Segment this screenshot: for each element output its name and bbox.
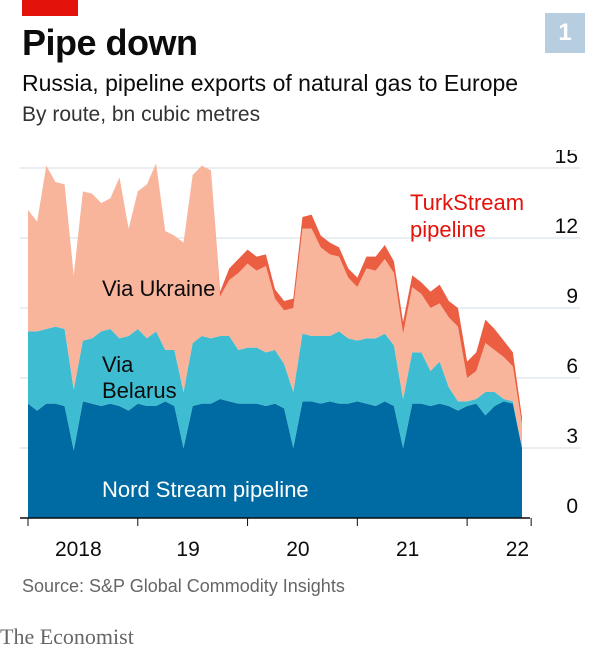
x-tick-label-2: 20 xyxy=(286,538,309,561)
chart-units: By route, bn cubic metres xyxy=(22,103,261,126)
area-ukraine xyxy=(28,163,522,449)
area-turkstream xyxy=(28,163,522,425)
chart-number-badge: 1 xyxy=(545,13,585,53)
area-nord-stream xyxy=(28,399,522,518)
y-tick-label-6: 6 xyxy=(566,355,578,378)
x-tick-label-0: 2018 xyxy=(55,538,102,561)
label-turkstream-line1: TurkStream xyxy=(410,190,524,215)
x-axis: 2018 19 20 21 22 xyxy=(20,517,532,561)
areas xyxy=(28,163,522,518)
y-tick-label-15: 15 xyxy=(555,150,578,168)
x-tick-label-1: 19 xyxy=(176,538,199,561)
area-belarus xyxy=(28,326,522,451)
label-turkstream-line2: pipeline xyxy=(410,217,486,242)
label-belarus-line1: Via xyxy=(102,352,134,377)
stacked-area-chart: 0 3 6 9 12 15 2018 19 20 21 22 Nord Stream pipeli… xyxy=(20,150,580,561)
y-tick-labels: 0 3 6 9 12 15 xyxy=(555,150,578,518)
y-tick-label-9: 9 xyxy=(566,285,578,308)
label-belarus-line2: Belarus xyxy=(102,378,177,403)
source-note: Source: S&P Global Commodity Insights xyxy=(22,576,345,596)
label-nord-stream: Nord Stream pipeline xyxy=(102,477,309,502)
label-ukraine: Via Ukraine xyxy=(102,276,215,301)
brand-tag xyxy=(22,0,78,16)
y-tick-label-0: 0 xyxy=(566,495,578,518)
publisher-footer: The Economist xyxy=(0,624,134,649)
y-tick-label-12: 12 xyxy=(555,215,578,238)
chart-title: Pipe down xyxy=(22,22,198,63)
y-tick-label-3: 3 xyxy=(566,425,578,448)
x-tick-label-4: 22 xyxy=(506,538,529,561)
x-tick-label-3: 21 xyxy=(396,538,419,561)
chart-subtitle: Russia, pipeline exports of natural gas … xyxy=(22,70,519,96)
